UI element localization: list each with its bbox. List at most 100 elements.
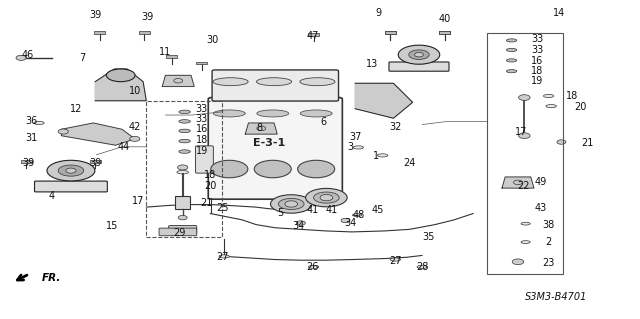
Text: 11: 11 [159, 47, 172, 56]
Text: 39: 39 [22, 158, 35, 168]
Text: 9: 9 [376, 8, 382, 19]
Text: E-3-1: E-3-1 [253, 138, 285, 148]
Ellipse shape [278, 198, 304, 210]
Text: 7: 7 [79, 53, 86, 63]
Text: 10: 10 [129, 86, 141, 96]
Text: 26: 26 [306, 262, 319, 272]
Text: 8: 8 [256, 123, 262, 133]
Text: 18: 18 [531, 66, 543, 76]
Ellipse shape [398, 45, 440, 64]
Bar [196, 62, 207, 64]
Text: 33: 33 [196, 104, 208, 114]
Text: 20: 20 [204, 182, 216, 191]
Text: 43: 43 [534, 203, 547, 213]
Bar [439, 31, 450, 34]
Text: 15: 15 [106, 220, 118, 231]
Ellipse shape [506, 59, 516, 62]
Circle shape [296, 221, 305, 225]
Ellipse shape [257, 110, 289, 117]
Text: 46: 46 [22, 50, 35, 60]
Text: 4: 4 [49, 191, 55, 201]
Circle shape [130, 136, 140, 141]
Text: 30: 30 [207, 35, 219, 45]
Text: 33: 33 [196, 114, 208, 124]
Ellipse shape [106, 69, 135, 82]
FancyBboxPatch shape [35, 181, 108, 192]
Bar [175, 196, 190, 209]
Ellipse shape [314, 192, 339, 203]
Circle shape [518, 95, 530, 100]
Circle shape [341, 218, 350, 223]
Text: 34: 34 [292, 220, 305, 231]
Polygon shape [95, 69, 147, 101]
Ellipse shape [543, 94, 554, 98]
Circle shape [173, 78, 182, 83]
Text: 5: 5 [277, 208, 284, 218]
Ellipse shape [298, 160, 335, 178]
Text: 22: 22 [517, 182, 529, 191]
Ellipse shape [213, 78, 248, 86]
Circle shape [115, 72, 127, 78]
Text: 16: 16 [196, 124, 208, 134]
Bar [385, 31, 396, 34]
Circle shape [257, 126, 266, 130]
FancyBboxPatch shape [212, 70, 339, 101]
Text: 41: 41 [325, 205, 338, 215]
Text: 31: 31 [25, 133, 38, 143]
Bar [147, 101, 221, 237]
Polygon shape [163, 75, 194, 86]
Ellipse shape [506, 70, 516, 73]
Ellipse shape [177, 170, 188, 174]
Text: 17: 17 [132, 197, 144, 206]
Ellipse shape [179, 120, 190, 123]
Bar [94, 31, 105, 34]
Text: 28: 28 [416, 262, 428, 272]
Text: 32: 32 [389, 122, 401, 132]
Text: 39: 39 [89, 10, 101, 20]
Text: 1: 1 [373, 151, 380, 161]
FancyBboxPatch shape [208, 98, 342, 199]
Bar [21, 160, 31, 163]
Bar [308, 33, 319, 36]
Bar [439, 31, 450, 34]
Bar [90, 160, 100, 163]
Text: 3: 3 [348, 142, 354, 152]
Ellipse shape [521, 241, 530, 243]
Circle shape [518, 133, 530, 138]
Text: 39: 39 [89, 158, 101, 168]
Ellipse shape [353, 214, 362, 217]
Ellipse shape [521, 222, 530, 225]
Ellipse shape [300, 110, 332, 117]
Circle shape [512, 259, 524, 265]
FancyBboxPatch shape [195, 146, 213, 173]
Ellipse shape [179, 150, 190, 153]
Circle shape [320, 195, 333, 201]
Text: 16: 16 [531, 56, 543, 66]
Text: 47: 47 [306, 31, 319, 41]
Circle shape [177, 165, 188, 170]
Text: 36: 36 [25, 116, 38, 126]
Text: 18: 18 [204, 170, 216, 180]
Ellipse shape [353, 146, 364, 149]
Text: 48: 48 [352, 210, 364, 220]
Circle shape [513, 180, 522, 185]
Text: 6: 6 [320, 117, 326, 127]
Text: 42: 42 [129, 122, 141, 132]
Text: 24: 24 [403, 158, 415, 168]
Ellipse shape [308, 265, 319, 268]
Polygon shape [502, 177, 534, 188]
Text: 21: 21 [200, 198, 212, 208]
Text: 37: 37 [349, 132, 362, 142]
Ellipse shape [58, 165, 84, 176]
Circle shape [178, 215, 187, 220]
Circle shape [66, 168, 76, 173]
Text: FR.: FR. [42, 273, 61, 283]
Ellipse shape [219, 255, 229, 258]
Ellipse shape [179, 110, 190, 114]
Text: S3M3-B4701: S3M3-B4701 [525, 292, 588, 302]
Text: 2: 2 [545, 237, 552, 247]
Text: 19: 19 [196, 145, 208, 156]
Ellipse shape [47, 160, 95, 181]
Text: 35: 35 [422, 232, 435, 242]
Ellipse shape [378, 154, 388, 157]
